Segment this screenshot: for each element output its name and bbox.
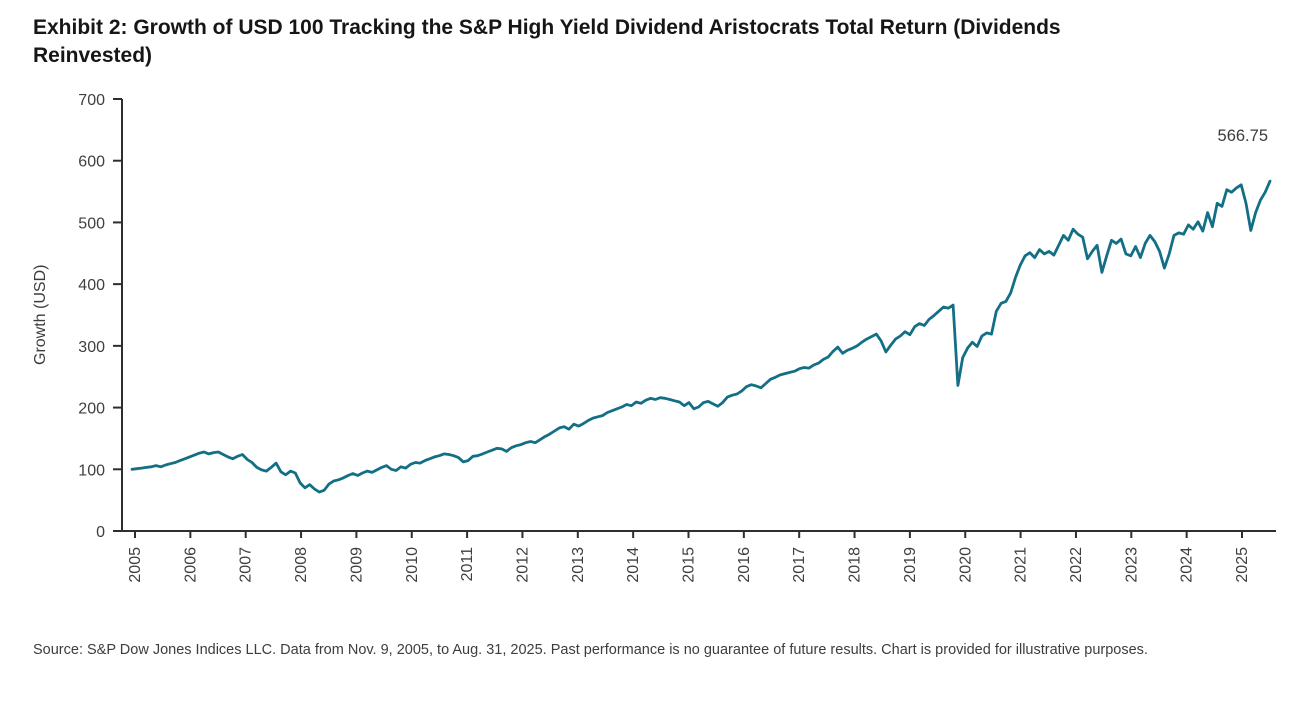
y-tick-label: 500	[78, 215, 105, 232]
x-tick-label: 2014	[625, 547, 642, 583]
x-tick-label: 2007	[238, 547, 255, 583]
x-tick-label: 2019	[902, 547, 919, 583]
x-tick-label: 2021	[1013, 547, 1030, 583]
x-tick-label: 2018	[847, 547, 864, 583]
x-tick-label: 2022	[1068, 547, 1085, 583]
y-tick-label: 300	[78, 339, 105, 356]
x-tick-label: 2005	[127, 547, 144, 583]
chart-title: Exhibit 2: Growth of USD 100 Tracking th…	[33, 16, 1061, 68]
x-tick-label: 2025	[1234, 547, 1251, 583]
x-tick-label: 2024	[1179, 547, 1196, 583]
x-tick-label: 2017	[791, 547, 808, 583]
end-value-label: 566.75	[1218, 127, 1268, 145]
y-tick-label: 100	[78, 462, 105, 479]
x-tick-label: 2011	[459, 547, 476, 582]
chart-area: Growth (USD) 2025 2024 2023 2022 2021 2020 201…	[0, 75, 1305, 620]
y-tick-label: 600	[78, 153, 105, 170]
x-tick-label: 2016	[736, 547, 753, 583]
x-tick-label: 2006	[182, 547, 199, 583]
line-chart: 2025 2024 2023 2022 2021 2020 2019 2018 2017 2016…	[78, 92, 1276, 583]
x-tick-label: 2020	[957, 547, 974, 583]
y-tick-label: 200	[78, 400, 105, 417]
x-tick-label: 2013	[570, 547, 587, 583]
y-tick-label: 400	[78, 277, 105, 294]
x-tick-label: 2015	[681, 547, 698, 583]
x-tick-label: 2009	[348, 547, 365, 583]
x-tick-label: 2023	[1123, 547, 1140, 583]
x-tick-label: 2012	[514, 547, 531, 583]
x-tick-label: 2010	[404, 547, 421, 583]
exhibit-page: Exhibit 2: Growth of USD 100 Tracking th…	[0, 14, 1305, 717]
series-line	[130, 179, 1272, 494]
y-tick-label: 700	[78, 92, 105, 109]
source-note: Source: S&P Dow Jones Indices LLC. Data …	[33, 641, 1148, 658]
y-tick-label: 0	[96, 524, 105, 541]
x-tick-label: 2008	[293, 547, 310, 583]
